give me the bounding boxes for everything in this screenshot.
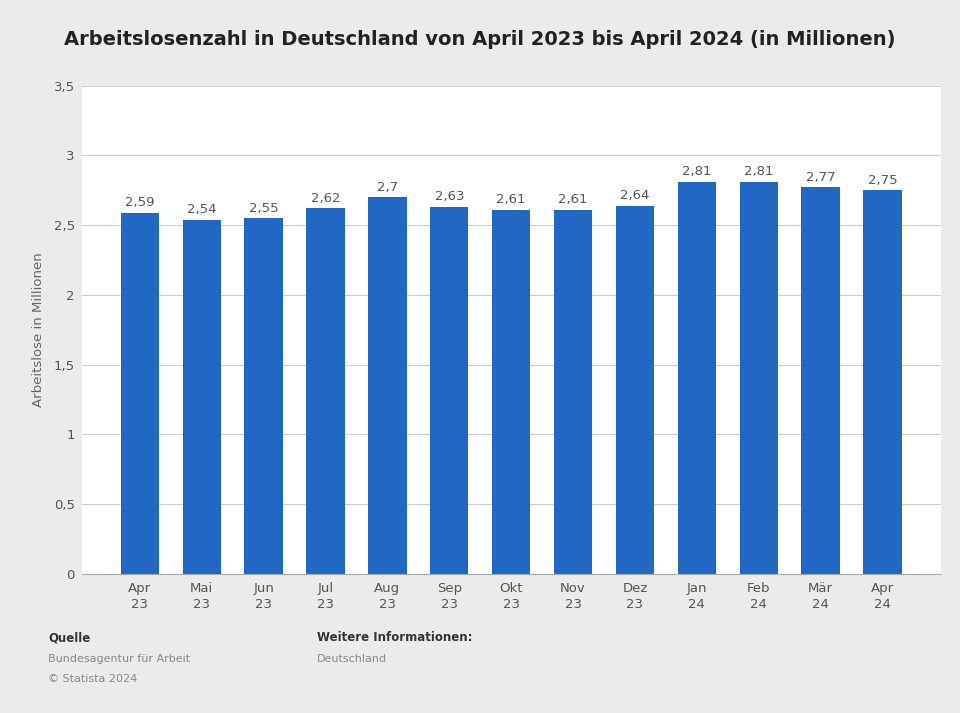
Text: 2,63: 2,63 (435, 190, 464, 203)
Bar (369, 198, 407, 574)
Text: Quelle: Quelle (48, 631, 90, 644)
Text: 2,61: 2,61 (496, 193, 526, 206)
Text: Bundesagentur für Arbeit: Bundesagentur für Arbeit (48, 654, 190, 664)
Text: 2,81: 2,81 (744, 165, 774, 178)
Bar (615, 205, 654, 574)
Bar (802, 188, 840, 574)
Text: © Statista 2024: © Statista 2024 (48, 674, 137, 684)
Text: 2,59: 2,59 (125, 196, 155, 209)
Text: Deutschland: Deutschland (317, 654, 387, 664)
Text: 2,77: 2,77 (805, 171, 835, 184)
Y-axis label: Arbeitslose in Millionen: Arbeitslose in Millionen (33, 252, 45, 407)
Text: 2,81: 2,81 (683, 165, 711, 178)
Text: 2,55: 2,55 (249, 202, 278, 215)
Bar (306, 208, 345, 574)
Bar (739, 182, 778, 574)
Bar (121, 212, 159, 574)
Text: 2,64: 2,64 (620, 189, 650, 202)
Text: 2,7: 2,7 (377, 180, 398, 194)
Bar (554, 210, 592, 574)
Bar (492, 210, 530, 574)
Text: Weitere Informationen:: Weitere Informationen: (317, 631, 472, 644)
Bar (678, 182, 716, 574)
Bar (182, 220, 221, 574)
Bar (245, 218, 283, 574)
Bar (430, 207, 468, 574)
Text: 2,62: 2,62 (311, 192, 340, 205)
Text: 2,75: 2,75 (868, 174, 898, 187)
Text: 2,61: 2,61 (559, 193, 588, 206)
Bar (863, 190, 901, 574)
Text: Arbeitslosenzahl in Deutschland von April 2023 bis April 2024 (in Millionen): Arbeitslosenzahl in Deutschland von Apri… (64, 30, 896, 48)
Text: 2,54: 2,54 (187, 203, 217, 216)
